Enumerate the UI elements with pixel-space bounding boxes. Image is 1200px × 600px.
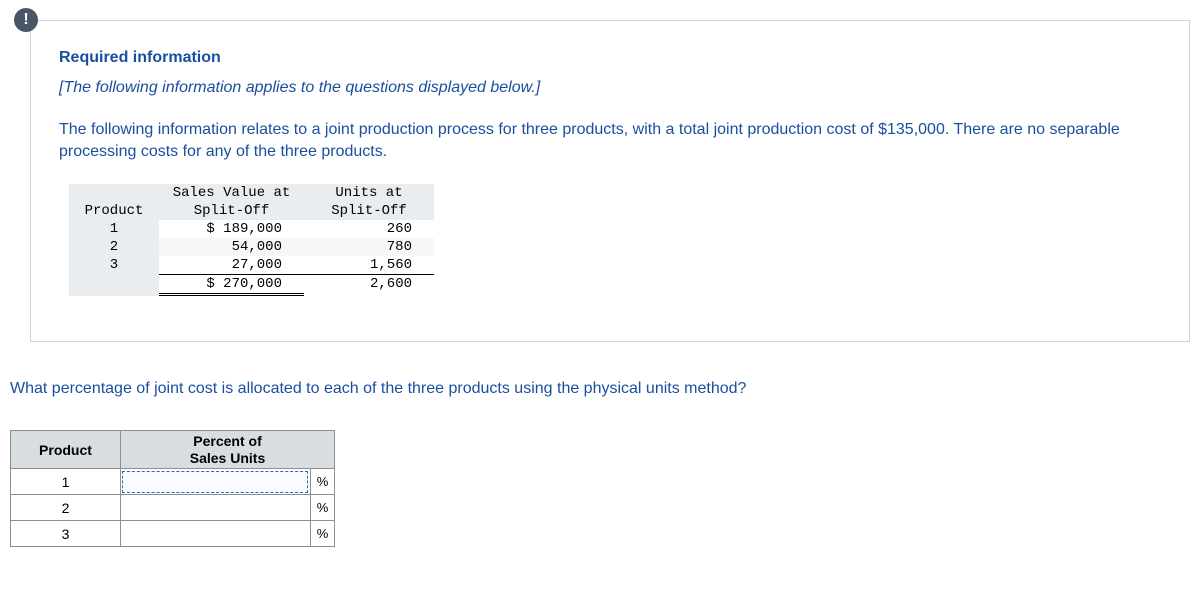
percent-input-1[interactable] [122, 471, 308, 493]
answer-input-cell[interactable]: % [121, 469, 335, 495]
cell-units: 780 [304, 238, 434, 256]
col-header-sales-value-l1: Sales Value at [159, 184, 304, 202]
answer-input-cell[interactable]: % [121, 495, 335, 521]
col-header-units-l2: Split-Off [304, 202, 434, 220]
percent-input-2[interactable] [121, 497, 310, 519]
answer-col-percent-l1: Percent of [193, 433, 261, 449]
cell-units: 260 [304, 220, 434, 238]
answer-row: 2 % [11, 495, 335, 521]
cell-product: 1 [69, 220, 159, 238]
instruction-text: [The following information applies to th… [59, 79, 1161, 97]
answer-col-product: Product [11, 431, 121, 469]
answer-row: 3 % [11, 521, 335, 547]
percent-input-3[interactable] [121, 523, 310, 545]
answer-table: Product Percent of Sales Units 1 % 2 % [10, 430, 335, 547]
table-row: 2 54,000 780 [69, 238, 434, 256]
cell-total-blank [69, 274, 159, 296]
cell-total-units: 2,600 [304, 274, 434, 296]
answer-col-percent-l2: Sales Units [190, 450, 265, 466]
table-row: 3 27,000 1,560 [69, 256, 434, 274]
cell-units: 1,560 [304, 256, 434, 274]
table-total-row: $ 270,000 2,600 [69, 274, 434, 296]
col-header-product-blank [69, 184, 159, 202]
answer-row: 1 % [11, 469, 335, 495]
answer-product-cell: 3 [11, 521, 121, 547]
percent-suffix: % [310, 495, 334, 520]
table-row: 1 $ 189,000 260 [69, 220, 434, 238]
question-text: What percentage of joint cost is allocat… [10, 380, 1190, 398]
cell-sales-value: $ 189,000 [159, 220, 304, 238]
cell-product: 2 [69, 238, 159, 256]
cell-sales-value: 54,000 [159, 238, 304, 256]
answer-product-cell: 2 [11, 495, 121, 521]
body-text: The following information relates to a j… [59, 119, 1161, 162]
cell-sales-value: 27,000 [159, 256, 304, 274]
col-header-sales-value-l2: Split-Off [159, 202, 304, 220]
heading-required-information: Required information [59, 49, 1161, 67]
cell-total-sales-value: $ 270,000 [159, 274, 304, 296]
required-information-box: Required information [The following info… [30, 20, 1190, 342]
answer-product-cell: 1 [11, 469, 121, 495]
col-header-product: Product [69, 202, 159, 220]
percent-suffix: % [310, 469, 334, 494]
info-badge: ! [14, 8, 38, 32]
answer-col-percent: Percent of Sales Units [121, 431, 335, 469]
answer-input-cell[interactable]: % [121, 521, 335, 547]
cell-product: 3 [69, 256, 159, 274]
split-off-data-table: Sales Value at Units at Product Split-Of… [69, 184, 434, 296]
col-header-units-l1: Units at [304, 184, 434, 202]
percent-suffix: % [310, 521, 334, 546]
